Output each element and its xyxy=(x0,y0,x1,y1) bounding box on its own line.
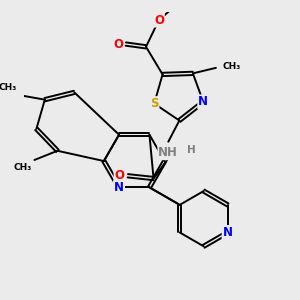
Text: NH: NH xyxy=(158,146,178,159)
Text: H: H xyxy=(187,145,196,155)
Text: CH₃: CH₃ xyxy=(14,163,32,172)
Text: N: N xyxy=(223,226,232,239)
Text: O: O xyxy=(154,14,164,27)
Text: CH₃: CH₃ xyxy=(0,83,16,92)
Text: CH₃: CH₃ xyxy=(222,61,241,70)
Text: O: O xyxy=(113,38,123,50)
Text: N: N xyxy=(198,95,208,108)
Text: N: N xyxy=(114,181,124,194)
Text: O: O xyxy=(115,169,124,182)
Text: S: S xyxy=(150,97,158,110)
